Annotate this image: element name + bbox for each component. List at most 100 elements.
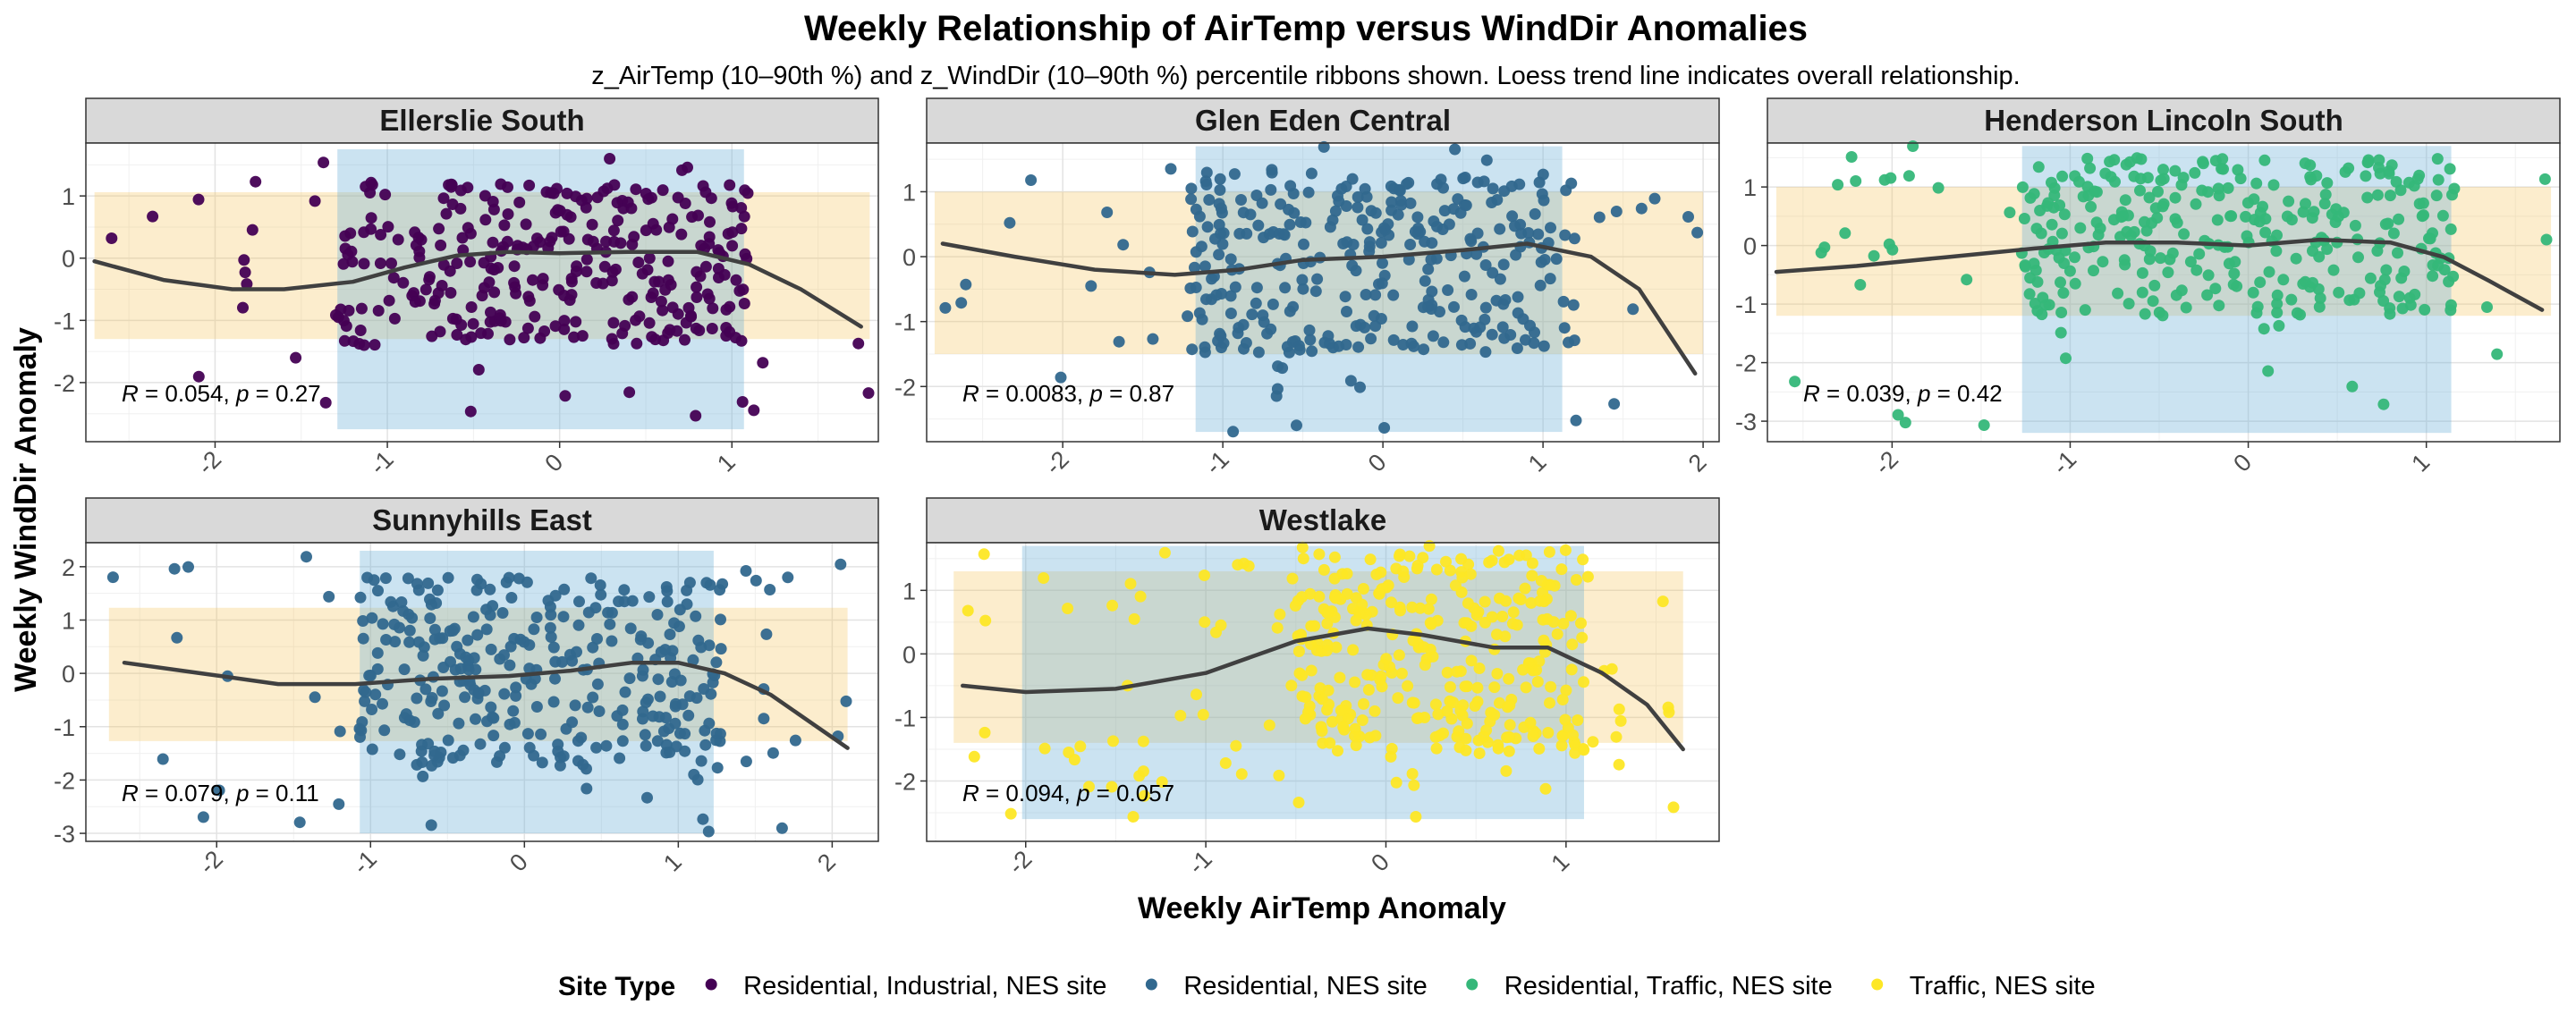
data-point [642,193,655,206]
data-point [417,770,429,782]
data-point [1534,279,1546,291]
data-point [726,240,739,252]
data-point [157,753,169,765]
data-point [498,649,510,662]
data-point [1341,568,1353,580]
data-point [1326,715,1338,728]
data-point [1354,381,1366,393]
data-point [1455,314,1468,326]
data-point [2136,266,2148,279]
data-point [1510,249,1522,261]
data-point [1425,593,1437,605]
data-point [2180,301,2192,314]
data-point [2258,323,2270,335]
data-point [1519,582,1531,595]
data-point [1316,693,1328,705]
data-point [1387,333,1400,346]
data-point [2190,198,2202,210]
data-point [2072,175,2085,188]
data-point [436,685,448,697]
data-point [1205,293,1217,306]
data-point [1357,583,1369,595]
data-point [482,327,494,340]
data-point [1137,765,1149,778]
gridlines [927,143,1719,442]
data-point [347,335,360,348]
data-point [1577,553,1589,566]
facet-strip [926,97,1720,144]
data-point [1321,638,1334,651]
data-point [521,728,534,740]
data-point [668,617,681,629]
data-point [1411,211,1424,224]
data-point [357,632,369,645]
data-point [2037,291,2049,304]
data-point [411,578,423,590]
x-tick-label: -1 [348,846,382,880]
data-point [2360,170,2372,182]
scatter-points [1789,140,2553,431]
x-tick-label: -2 [1869,446,1903,480]
data-point [2423,232,2435,245]
data-point [2262,365,2275,377]
data-point [2019,259,2031,272]
data-point [1593,211,1606,224]
data-point [1550,253,1563,266]
data-point [2151,212,2164,224]
data-point [508,276,521,289]
data-point [1422,603,1435,615]
data-point [1397,565,1410,578]
data-point [237,301,249,314]
data-point [1575,617,1587,629]
data-point [1340,339,1352,350]
data-point [2055,276,2066,289]
data-point [1213,249,1225,261]
data-point [1503,672,1515,685]
data-point [558,583,571,595]
legend-key [1871,978,1884,991]
data-point [2305,173,2318,186]
data-point [1038,572,1050,584]
data-point [1503,730,1515,743]
data-point [1576,631,1589,644]
data-point [2088,265,2099,277]
data-point [1279,282,1292,294]
data-point [636,267,648,280]
data-point [1360,190,1373,203]
data-point [431,756,444,768]
data-point [1525,596,1538,609]
data-point [1300,691,1312,704]
data-point [1296,591,1309,604]
data-point [502,181,513,193]
data-point [2034,205,2046,216]
data-point [587,641,599,654]
data-point [412,636,425,648]
data-point [335,303,347,316]
data-point [563,232,575,245]
data-point [748,404,760,417]
data-point [604,618,616,630]
data-point [1083,781,1095,793]
data-point [340,320,352,333]
data-point [2054,199,2066,211]
x-tick-label: -1 [2047,446,2081,480]
data-point [623,672,636,685]
data-point [453,717,465,730]
data-point [1275,198,1287,210]
data-point [1305,620,1318,632]
data-point [657,334,670,347]
legend-label: Residential, NES site [1183,972,1427,1000]
data-point [1497,258,1510,271]
data-point [710,656,723,669]
data-point [1356,714,1368,726]
legend-item-residential-traffic-nes-site: Residential, Traffic, NES site [1466,972,1833,1000]
data-point [1385,742,1398,755]
data-point [1337,721,1350,733]
data-point [1565,663,1578,676]
data-point [1213,218,1225,231]
data-point [2349,219,2361,232]
data-point [1273,769,1285,781]
data-point [657,304,669,317]
data-point [2364,272,2377,284]
data-point [510,681,522,694]
